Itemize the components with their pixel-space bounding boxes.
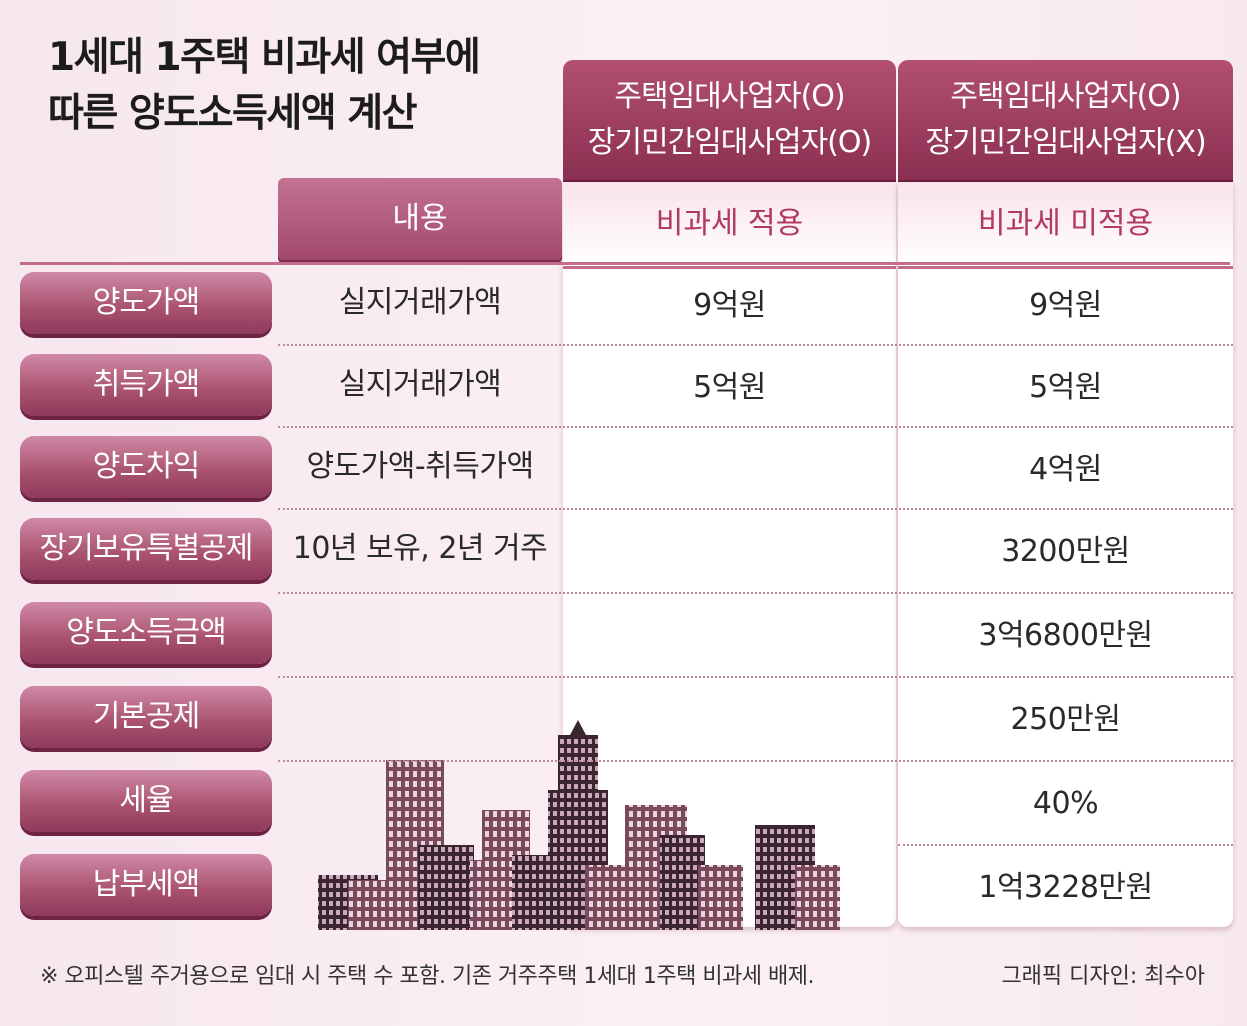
column-panel-2: 비과세 미적용 <box>898 182 1233 927</box>
row-content-4: 10년 보유, 2년 거주 <box>292 531 548 566</box>
column-header-1-line-1: 주택임대사업자(O) <box>614 79 845 114</box>
column-header-2-line-2: 장기민간임대사업자(X) <box>925 125 1206 160</box>
row-divider <box>898 844 1233 846</box>
row-content-6 <box>278 686 562 748</box>
graphic-credit: 그래픽 디자인: 최수아 <box>1001 964 1205 989</box>
row-col2-1: 9억원 <box>1029 288 1102 323</box>
row-label-5: 양도소득금액 <box>20 602 272 664</box>
row-label-7: 세율 <box>20 770 272 832</box>
row-content-3: 양도가액-취득가액 <box>306 449 534 484</box>
row-col2-2: 5억원 <box>1029 370 1102 405</box>
row-content-8 <box>278 854 562 916</box>
column-header-2: 주택임대사업자(O) 장기민간임대사업자(X) <box>898 60 1233 180</box>
row-divider <box>278 344 1233 346</box>
page-title: 1세대 1주택 비과세 여부에 따른 양도소득세액 계산 <box>48 30 568 142</box>
row-col1-6 <box>563 689 896 751</box>
column-header-2-line-1: 주택임대사업자(O) <box>950 79 1181 114</box>
row-label-6: 기본공제 <box>20 686 272 748</box>
column-header-1-line-2: 장기민간임대사업자(O) <box>587 125 872 160</box>
row-divider <box>278 592 1233 594</box>
row-content-7 <box>278 770 562 832</box>
city-skyline-icon <box>318 720 840 930</box>
row-content-5 <box>278 602 562 664</box>
column-header-1: 주택임대사업자(O) 장기민간임대사업자(O) <box>563 60 896 180</box>
row-label-4: 장기보유특별공제 <box>20 518 272 580</box>
content-header: 내용 <box>278 178 562 260</box>
row-col1-5 <box>563 605 896 667</box>
column-status-1: 비과세 적용 <box>563 182 896 269</box>
row-divider <box>278 760 1233 762</box>
row-divider <box>278 426 1233 428</box>
row-col2-4: 3200만원 <box>1001 534 1130 569</box>
row-label-3: 양도차익 <box>20 436 272 498</box>
row-col2-6: 250만원 <box>1010 702 1121 737</box>
footnote: ※ 오피스텔 주거용으로 임대 시 주택 수 포함. 기존 거주주택 1세대 1… <box>40 964 815 989</box>
row-label-8: 납부세액 <box>20 854 272 916</box>
row-col2-3: 4억원 <box>1029 452 1102 487</box>
row-col2-5: 3억6800만원 <box>978 618 1153 653</box>
row-col1-8 <box>563 857 896 919</box>
row-content-1: 실지거래가액 <box>338 285 502 320</box>
column-status-2: 비과세 미적용 <box>898 182 1233 269</box>
row-divider <box>278 508 1233 510</box>
row-content-2: 실지거래가액 <box>338 367 502 402</box>
title-line-1: 1세대 1주택 비과세 여부에 <box>48 35 481 80</box>
title-line-2: 따른 양도소득세액 계산 <box>48 91 417 136</box>
row-col1-1: 9억원 <box>693 288 766 323</box>
row-label-1: 양도가액 <box>20 272 272 334</box>
header-divider <box>20 262 1230 265</box>
row-divider <box>278 676 1233 678</box>
row-col2-8: 1억3228만원 <box>978 870 1153 905</box>
row-label-2: 취득가액 <box>20 354 272 416</box>
row-col1-7 <box>563 773 896 835</box>
row-col1-3 <box>563 439 896 501</box>
row-col1-2: 5억원 <box>693 370 766 405</box>
column-panel-1: 비과세 적용 <box>563 182 896 927</box>
row-col2-7: 40% <box>1032 786 1099 821</box>
row-col1-4 <box>563 521 896 583</box>
